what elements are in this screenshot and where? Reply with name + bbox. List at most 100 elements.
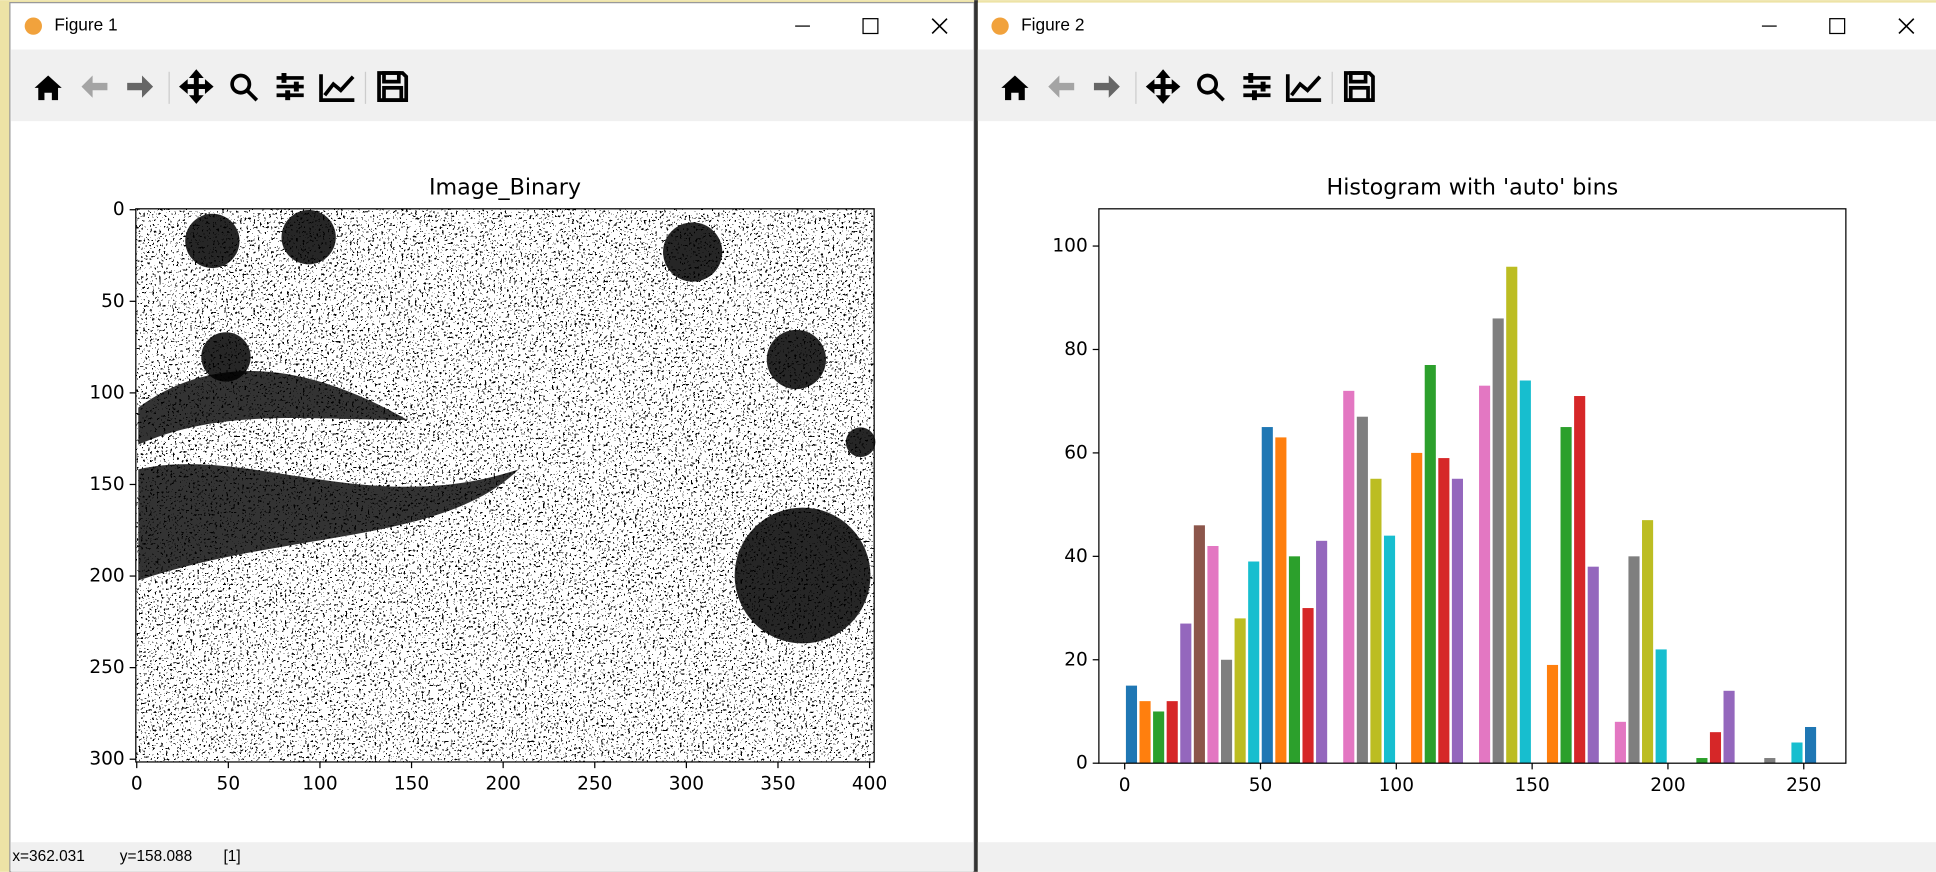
histogram-bar xyxy=(1723,690,1735,764)
x-tick-label: 100 xyxy=(302,774,337,795)
histogram-bar xyxy=(1153,711,1165,764)
x-tick-label: 350 xyxy=(760,774,795,795)
x-tick-label: 50 xyxy=(217,774,241,795)
y-tick-label: 150 xyxy=(89,474,124,495)
x-tick-label: 300 xyxy=(669,774,704,795)
image-blob xyxy=(845,427,876,457)
histogram-bar xyxy=(1506,266,1518,764)
histogram-bar xyxy=(1696,758,1708,764)
histogram-bar xyxy=(1193,525,1205,764)
window-title: Figure 1 xyxy=(54,15,117,35)
histogram-bar xyxy=(1642,520,1654,764)
x-tick-label: 0 xyxy=(1119,775,1131,796)
x-tick-label: 200 xyxy=(485,774,520,795)
y-tick-label: 80 xyxy=(1064,339,1088,360)
maximize-button[interactable] xyxy=(1829,18,1846,35)
y-tick-label: 40 xyxy=(1064,546,1088,567)
chart-title: Histogram with 'auto' bins xyxy=(1326,174,1618,200)
y-tick-label: 250 xyxy=(89,657,124,678)
histogram-bar xyxy=(1180,623,1192,764)
status-extra: [1] xyxy=(223,848,240,865)
chart-title: Image_Binary xyxy=(429,174,581,200)
histogram-bar xyxy=(1709,732,1722,764)
y-tick-label: 60 xyxy=(1064,442,1088,463)
window-2: Figure 2 xyxy=(977,2,1936,872)
image-blob xyxy=(185,213,240,269)
histogram-bar xyxy=(1316,540,1328,764)
axes-frame xyxy=(1098,208,1847,764)
x-tick-label: 200 xyxy=(1650,775,1685,796)
image-blob xyxy=(201,332,251,382)
histogram-bar xyxy=(1383,535,1396,764)
histogram-bar xyxy=(1343,390,1355,764)
histogram-bar xyxy=(1424,364,1436,764)
histogram-bar xyxy=(1248,561,1260,764)
x-tick-label: 400 xyxy=(852,774,887,795)
y-tick-label: 300 xyxy=(89,749,124,770)
histogram-bar xyxy=(1125,685,1138,764)
y-tick-label: 20 xyxy=(1064,649,1088,670)
histogram-bar xyxy=(1492,318,1504,764)
x-tick-label: 150 xyxy=(1514,775,1549,796)
status-bar xyxy=(11,842,973,872)
maximize-button[interactable] xyxy=(862,18,879,35)
window-title: Figure 2 xyxy=(1021,15,1084,35)
histogram-bar xyxy=(1655,649,1667,764)
y-tick-label: 100 xyxy=(89,382,124,403)
histogram-bar xyxy=(1614,721,1626,764)
y-tick-label: 100 xyxy=(1052,236,1087,257)
app-icon xyxy=(991,17,1009,35)
histogram-bar xyxy=(1438,458,1450,764)
axes-frame xyxy=(135,208,875,763)
histogram-bar xyxy=(1628,556,1640,764)
histogram-bar xyxy=(1411,452,1423,764)
status-x: x=362.031 xyxy=(12,848,84,865)
histogram-bar xyxy=(1220,659,1233,764)
x-tick-label: 0 xyxy=(131,774,143,795)
histogram-bar xyxy=(1574,396,1586,764)
image-blob xyxy=(281,210,336,265)
histogram-bar xyxy=(1234,618,1246,764)
histogram-bar xyxy=(1546,664,1559,764)
y-tick-label: 0 xyxy=(113,199,125,220)
histogram-bar xyxy=(1587,566,1599,764)
app-icon xyxy=(24,17,42,35)
chart: Image_Binary 0 50 100 150 200 250 300 350 400 0 50 1… xyxy=(89,174,887,794)
toolbar xyxy=(11,49,973,122)
histogram-bar xyxy=(1261,427,1273,764)
histogram-bar xyxy=(1139,701,1151,764)
status-bar xyxy=(977,842,1936,872)
histogram-bar xyxy=(1207,545,1219,764)
histogram-bar xyxy=(1560,427,1572,764)
close-button[interactable] xyxy=(931,18,948,35)
histogram-bar xyxy=(1302,608,1314,764)
histogram-bar xyxy=(1451,478,1463,764)
histogram-bar xyxy=(1764,758,1776,764)
toolbar xyxy=(977,49,1936,122)
y-tick-label: 0 xyxy=(1076,753,1088,774)
histogram-bar xyxy=(1519,380,1531,764)
x-tick-label: 100 xyxy=(1379,775,1414,796)
y-tick-label: 200 xyxy=(89,566,124,587)
histogram-bar xyxy=(1288,556,1301,764)
histogram-bar xyxy=(1275,437,1287,764)
x-tick-label: 50 xyxy=(1249,775,1273,796)
image-swirl xyxy=(138,370,519,581)
histogram-bar xyxy=(1791,742,1803,764)
histogram-bar xyxy=(1370,478,1382,764)
histogram-bar xyxy=(1479,385,1491,764)
histogram-bar xyxy=(1166,701,1178,764)
histogram-bar xyxy=(1356,416,1368,764)
x-tick-label: 250 xyxy=(577,774,612,795)
status-y: y=158.088 xyxy=(120,848,192,865)
histogram-bar xyxy=(1804,726,1817,764)
close-button[interactable] xyxy=(1898,18,1915,35)
x-tick-label: 150 xyxy=(394,774,429,795)
image-blob xyxy=(734,507,871,644)
image-blob xyxy=(663,222,723,282)
image-blob xyxy=(766,329,827,390)
